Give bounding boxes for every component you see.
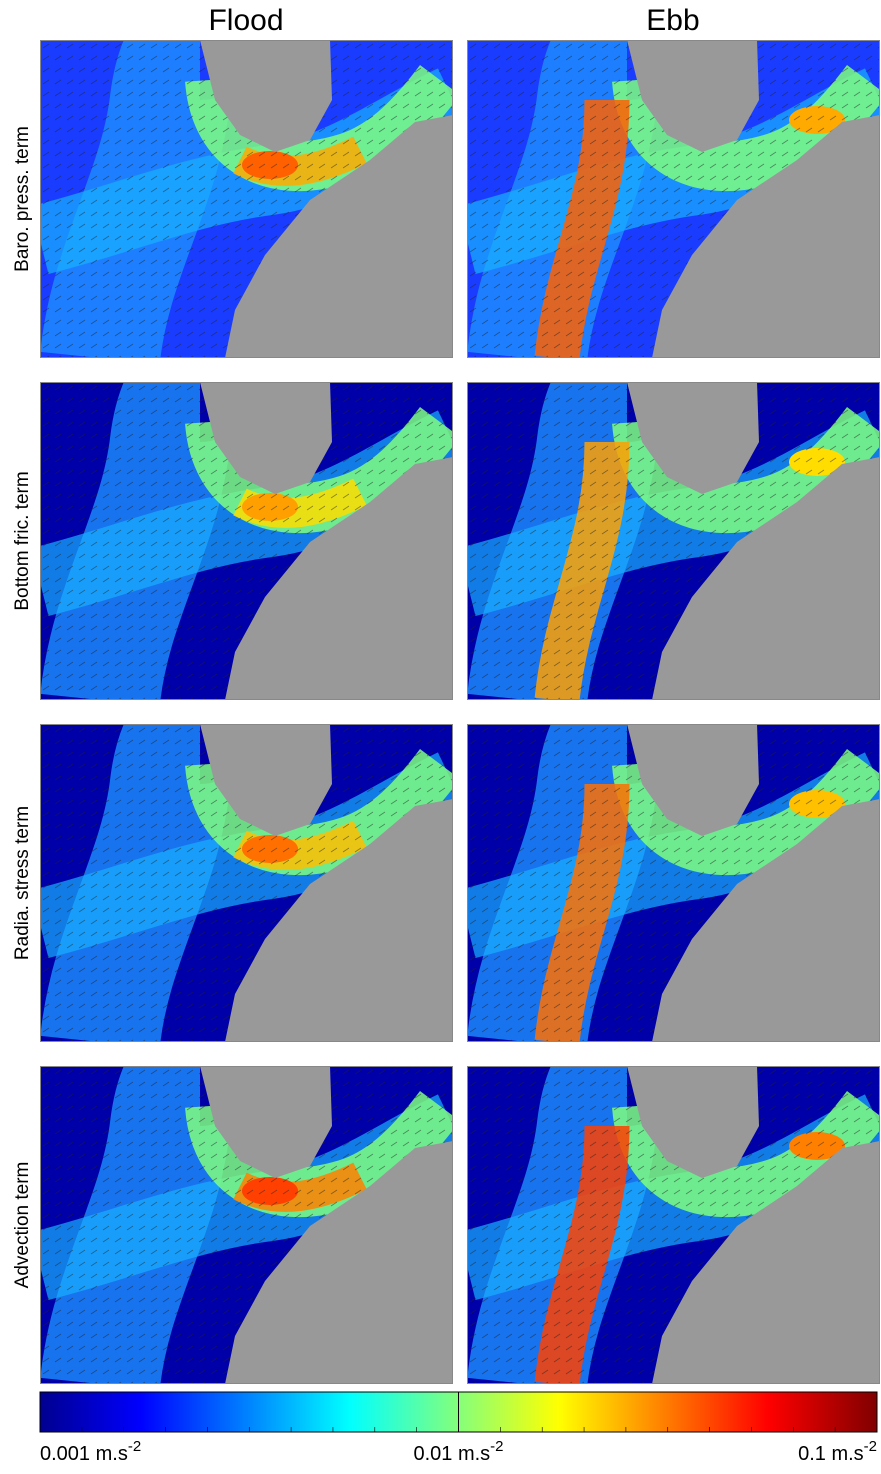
tick-label-text: 0.1 m.s <box>798 1443 864 1465</box>
colorbar-tick-label: 0.01 m.s-2 <box>413 1438 503 1465</box>
tick-label-text: 0.01 m.s <box>413 1443 490 1465</box>
map-panel <box>467 1066 880 1384</box>
map-panel <box>40 1066 453 1384</box>
map-panel <box>40 724 453 1042</box>
map-panel <box>467 724 880 1042</box>
row-label: Bottom fric. term <box>12 471 33 610</box>
map-panel <box>40 40 453 358</box>
row-label: Radia. stress term <box>12 806 33 960</box>
colorbar-tick-label: 0.1 m.s-2 <box>798 1438 877 1465</box>
map-panel <box>467 40 880 358</box>
map-panel <box>40 382 453 700</box>
tick-label-text: 0.001 m.s <box>40 1443 128 1465</box>
colorbar-tick-label: 0.001 m.s-2 <box>40 1438 141 1465</box>
map-panel <box>467 382 880 700</box>
tick-label-exponent: -2 <box>128 1438 141 1455</box>
row-label: Baro. press. term <box>12 126 33 272</box>
tick-label-exponent: -2 <box>864 1438 877 1455</box>
column-title: Ebb <box>646 4 699 37</box>
column-title: Flood <box>208 4 283 37</box>
tick-label-exponent: -2 <box>490 1438 503 1455</box>
row-label: Advection term <box>12 1162 33 1289</box>
